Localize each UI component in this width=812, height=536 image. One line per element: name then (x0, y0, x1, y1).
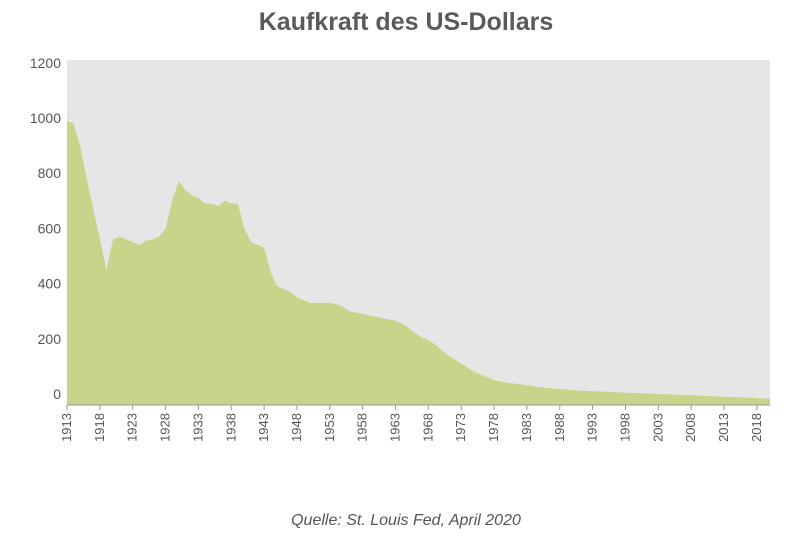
x-tick-label: 1913 (59, 413, 74, 442)
y-tick-label: 400 (38, 276, 62, 292)
x-tick-label: 1968 (420, 413, 435, 442)
x-tick-label: 1958 (355, 413, 370, 442)
y-tick-label: 600 (38, 220, 62, 236)
x-tick-label: 1998 (617, 413, 632, 442)
x-tick-label: 1973 (453, 413, 468, 442)
y-tick-label: 200 (38, 331, 62, 347)
x-tick-label: 1933 (190, 413, 205, 442)
x-tick-label: 1983 (519, 413, 534, 442)
x-tick-label: 1978 (486, 413, 501, 442)
y-axis: 0 200 400 600 800 1000 1200 (30, 55, 61, 402)
x-tick-label: 1928 (158, 413, 173, 442)
x-tick-label: 1963 (388, 413, 403, 442)
x-tick-label: 2008 (683, 413, 698, 442)
y-tick-label: 1000 (30, 110, 61, 126)
x-tick-label: 1938 (223, 413, 238, 442)
x-tick-label: 1948 (289, 413, 304, 442)
x-tick-label: 1993 (585, 413, 600, 442)
x-tick-label: 2013 (716, 413, 731, 442)
x-tick-label: 1988 (552, 413, 567, 442)
x-tick-label: 2003 (650, 413, 665, 442)
purchasing-power-area (67, 120, 770, 405)
x-tick-label: 1918 (92, 413, 107, 442)
x-tick-label: 1943 (256, 413, 271, 442)
x-tick-label: 1953 (322, 413, 337, 442)
y-tick-label: 0 (53, 386, 61, 402)
y-tick-label: 1200 (30, 55, 61, 71)
x-tick-label: 1923 (125, 413, 140, 442)
chart-title: Kaufkraft des US-Dollars (258, 8, 554, 36)
y-tick-label: 800 (38, 165, 62, 181)
chart-source: Quelle: St. Louis Fed, April 2020 (291, 512, 521, 529)
x-tick-label: 2018 (749, 413, 764, 442)
x-axis: 1913 1918 1923 1928 1933 1938 1943 1948 1953 1958… (59, 405, 764, 442)
